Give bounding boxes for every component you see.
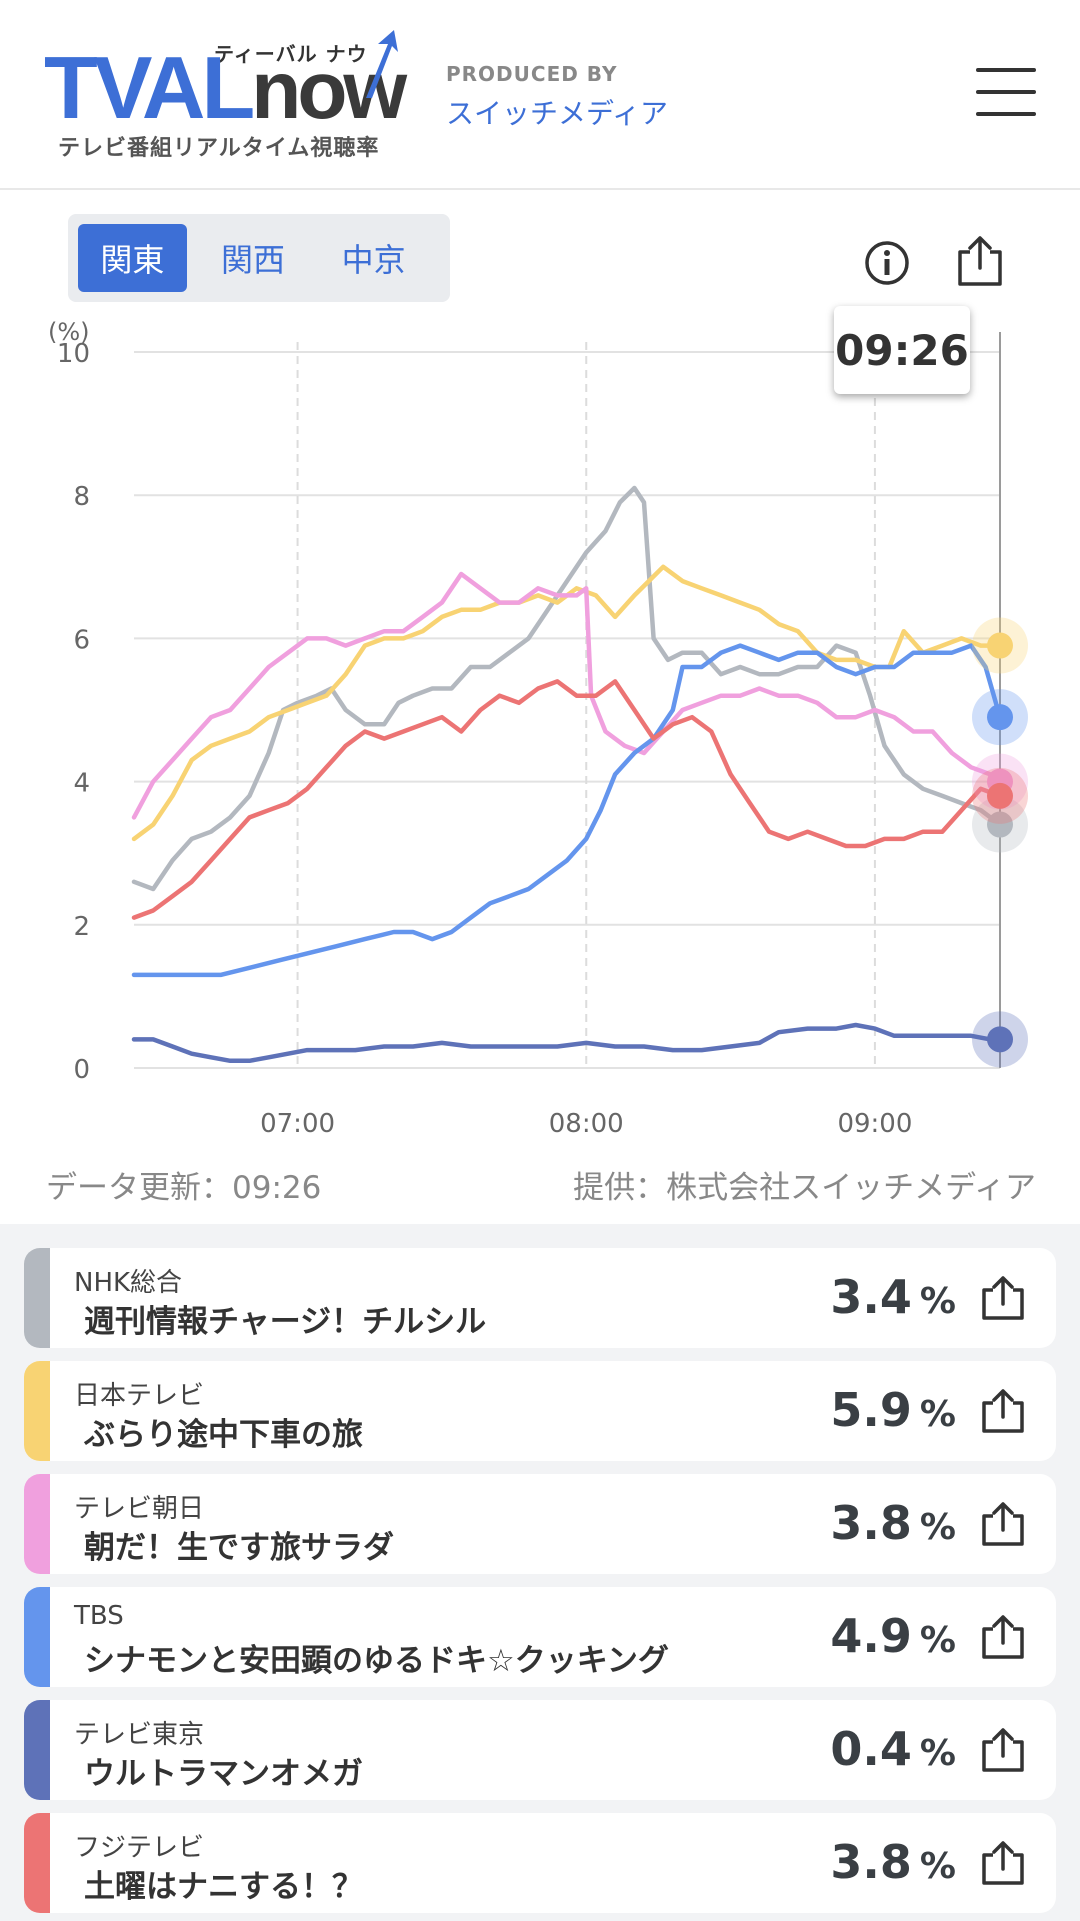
region-tabs: 関東 関西 中京 (68, 214, 450, 302)
tab-chukyo[interactable]: 中京 (341, 241, 406, 279)
share-icon[interactable] (980, 1274, 1026, 1322)
x-tick-label: 07:00 (260, 1109, 335, 1139)
rating-value: 3.4% (830, 1270, 956, 1324)
ratings-line-chart[interactable]: 0 2 4 6 8 10(%) 07:00 08:00 09:00 (0, 310, 1080, 1140)
share-icon[interactable] (980, 1613, 1026, 1661)
share-icon[interactable] (980, 1387, 1026, 1435)
share-icon[interactable] (956, 234, 1004, 288)
share-icon[interactable] (980, 1839, 1026, 1887)
y-tick-label: 6 (73, 625, 90, 655)
hamburger-menu-icon[interactable] (976, 68, 1036, 118)
program-card[interactable]: フジテレビ土曜はナニする！？ 3.8% (24, 1813, 1056, 1913)
logo-kana: ティーバル ナウ (214, 42, 368, 66)
series-line (131, 1022, 1003, 1064)
channel-name: 日本テレビ (74, 1381, 205, 1411)
program-title: 週刊情報チャージ！チルシル (84, 1304, 487, 1340)
rating-value: 3.8% (830, 1835, 956, 1889)
producer-name[interactable]: スイッチメディア (446, 97, 669, 130)
share-icon[interactable] (980, 1500, 1026, 1548)
share-icon[interactable] (980, 1726, 1026, 1774)
y-tick-label: 8 (73, 482, 90, 512)
x-tick-label: 08:00 (549, 1109, 624, 1139)
program-title: ウルトラマンオメガ (84, 1756, 363, 1792)
channel-color-stripe (24, 1248, 50, 1348)
program-title: ぶらり途中下車の旅 (84, 1417, 363, 1453)
channel-name: フジテレビ (74, 1833, 205, 1863)
time-tooltip: 09:26 (834, 306, 970, 394)
channel-name: テレビ東京 (74, 1720, 205, 1750)
channel-color-stripe (24, 1361, 50, 1461)
program-title: シナモンと安田顕のゆるドキ☆クッキング (84, 1643, 669, 1679)
x-tick-label: 09:00 (837, 1109, 912, 1139)
y-tick-label: 4 (73, 769, 90, 799)
tab-kansai[interactable]: 関西 (221, 241, 286, 279)
series-line (131, 679, 1003, 920)
data-updated-text: データ更新：09:26 (46, 1170, 322, 1206)
rating-value: 5.9% (830, 1383, 956, 1437)
channel-name: テレビ朝日 (74, 1494, 205, 1524)
app-header: ティーバル ナウ TVALnow テレビ番組リアルタイム視聴率 PRODUCED… (0, 0, 1080, 190)
series-line (131, 643, 1003, 978)
channel-name: TBS (74, 1601, 124, 1631)
y-tick-label: 2 (73, 912, 90, 942)
series-line (131, 564, 1003, 842)
series-end-point (987, 632, 1013, 659)
program-card[interactable]: TBS シナモンと安田顕のゆるドキ☆クッキング 4.9% (24, 1587, 1056, 1687)
tab-kanto[interactable]: 関東 (78, 224, 187, 292)
produced-by-label: PRODUCED BY (446, 62, 618, 86)
channel-color-stripe (24, 1474, 50, 1574)
rating-value: 0.4% (830, 1722, 956, 1776)
program-card[interactable]: 日本テレビぶらり途中下車の旅 5.9% (24, 1361, 1056, 1461)
logo-wordmark: TVALnow (44, 38, 407, 137)
program-title: 土曜はナニする！？ (84, 1869, 363, 1905)
series-line (131, 571, 1003, 820)
series-end-point (987, 1026, 1013, 1053)
logo-subtitle: テレビ番組リアルタイム視聴率 (58, 136, 380, 161)
program-card[interactable]: テレビ東京ウルトラマンオメガ 0.4% (24, 1700, 1056, 1800)
logo-arrow-icon (366, 30, 398, 98)
series-end-point (987, 704, 1013, 731)
data-provider-text: 提供：株式会社スイッチメディア (573, 1170, 1036, 1206)
rating-value: 4.9% (830, 1609, 956, 1663)
info-icon[interactable] (864, 240, 910, 286)
producer-credit: PRODUCED BY スイッチメディア (446, 62, 668, 132)
channel-color-stripe (24, 1700, 50, 1800)
y-axis-label: (%) (48, 318, 90, 346)
channel-name: NHK総合 (74, 1268, 183, 1298)
series-end-point (987, 782, 1013, 809)
channel-color-stripe (24, 1587, 50, 1687)
series-end-point (987, 811, 1013, 838)
channel-color-stripe (24, 1813, 50, 1913)
program-card[interactable]: テレビ朝日朝だ！生です旅サラダ 3.8% (24, 1474, 1056, 1574)
program-card[interactable]: NHK総合週刊情報チャージ！チルシル 3.4% (24, 1248, 1056, 1348)
tvalnow-logo[interactable]: ティーバル ナウ TVALnow テレビ番組リアルタイム視聴率 (44, 30, 407, 161)
program-title: 朝だ！生です旅サラダ (84, 1530, 394, 1566)
rating-value: 3.8% (830, 1496, 956, 1550)
y-tick-label: 10 (57, 339, 90, 369)
y-tick-label: 0 (73, 1055, 90, 1085)
